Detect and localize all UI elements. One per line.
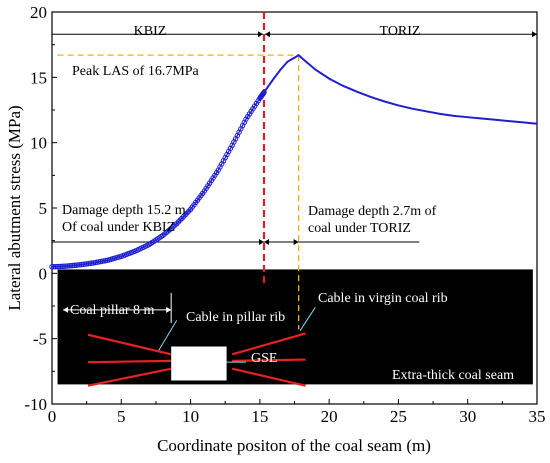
cable-pillar-label: Cable in pillar rib [186, 310, 285, 325]
damage-toriz-label-1: Damage depth 2.7m of [308, 204, 437, 219]
zone-kbiz-arrowhead [258, 31, 264, 38]
x-tick-label: 10 [182, 407, 199, 426]
data-point [261, 89, 267, 96]
damage-kbiz-label-2: Of coal under KBIZ [62, 220, 175, 235]
damage-kbiz-arrowhead [259, 238, 265, 245]
x-tick-label: 30 [459, 407, 476, 426]
x-tick-label: 25 [390, 407, 407, 426]
y-tick-label: 15 [30, 68, 47, 87]
peak-label: Peak LAS of 16.7MPa [72, 64, 200, 79]
damage-toriz-label-2: coal under TORIZ [308, 221, 411, 236]
coal-pillar-label: Coal pillar 8 m [70, 303, 154, 318]
cable-virgin-leader [299, 307, 316, 332]
zone-toriz-arrowhead [265, 31, 271, 38]
x-tick-label: 20 [321, 407, 338, 426]
guide-lines [52, 12, 537, 330]
y-tick-label: -10 [24, 395, 47, 414]
cable-pillar-leader [158, 320, 178, 351]
damage-toriz-arrowhead-right [293, 238, 299, 245]
series-line-toriz [263, 53, 538, 125]
annotations: KBIZ TORIZ Peak LAS of 16.7MPa Damage de… [62, 24, 514, 383]
damage-toriz-arrowhead-left [264, 238, 270, 245]
cable-line [88, 359, 172, 364]
x-tick-label: 35 [529, 407, 546, 426]
y-axis: -10 -5 0 5 10 15 20 [24, 3, 57, 414]
gse-label: GSE [251, 351, 277, 366]
zone-toriz-arrowhead-end [532, 31, 537, 38]
cable-line [232, 358, 306, 362]
seam-label: Extra-thick coal seam [392, 368, 514, 383]
cable-line [231, 332, 306, 356]
y-tick-label: -5 [33, 330, 47, 349]
pillar-arrow-right [166, 306, 172, 313]
y-tick-label: 0 [39, 264, 48, 283]
x-axis-title: Coordinate positon of the coal seam (m) [157, 436, 431, 455]
pillar-arrow-left [63, 306, 69, 313]
y-axis-title: Lateral abutment stress (MPa) [5, 105, 24, 310]
zone-label-toriz: TORIZ [380, 24, 421, 39]
y-tick-label: 10 [30, 134, 47, 153]
x-tick-label: 0 [48, 407, 57, 426]
x-axis: 0 5 10 15 20 25 30 35 [48, 399, 546, 426]
x-tick-label: 15 [251, 407, 268, 426]
cable-line [87, 333, 172, 356]
zone-label-kbiz: KBIZ [134, 24, 167, 39]
series-line-kbiz [51, 92, 265, 268]
series-stress [49, 53, 538, 270]
cable-virgin-label: Cable in virgin coal rib [318, 291, 448, 306]
damage-kbiz-label-1: Damage depth 15.2 m [62, 203, 186, 218]
coal-seam-block [57, 269, 533, 385]
gse-entry [171, 346, 227, 381]
y-tick-label: 20 [30, 3, 47, 22]
x-tick-label: 5 [117, 407, 126, 426]
cable-line [231, 367, 306, 387]
coal-seam-diagram [57, 269, 533, 387]
cable-line [87, 367, 172, 387]
y-tick-label: 5 [39, 199, 48, 218]
